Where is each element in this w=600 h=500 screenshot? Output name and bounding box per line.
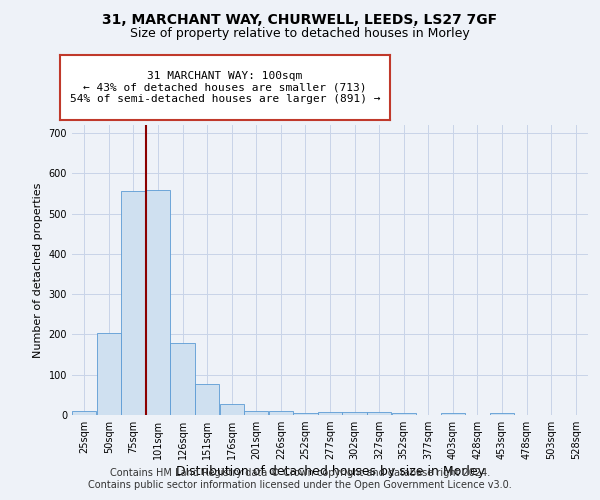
- Bar: [220, 404, 244, 415]
- Bar: [72, 411, 97, 415]
- Bar: [121, 190, 146, 415]
- Bar: [490, 413, 514, 415]
- Text: 31, MARCHANT WAY, CHURWELL, LEEDS, LS27 7GF: 31, MARCHANT WAY, CHURWELL, LEEDS, LS27 …: [103, 12, 497, 26]
- Bar: [441, 412, 465, 415]
- Bar: [392, 414, 416, 415]
- Bar: [367, 412, 391, 415]
- Bar: [343, 412, 367, 415]
- Text: Size of property relative to detached houses in Morley: Size of property relative to detached ho…: [130, 28, 470, 40]
- Bar: [244, 410, 268, 415]
- Bar: [293, 413, 317, 415]
- Text: 31 MARCHANT WAY: 100sqm
← 43% of detached houses are smaller (713)
54% of semi-d: 31 MARCHANT WAY: 100sqm ← 43% of detache…: [70, 71, 380, 104]
- Y-axis label: Number of detached properties: Number of detached properties: [33, 182, 43, 358]
- Bar: [170, 344, 195, 415]
- X-axis label: Distribution of detached houses by size in Morley: Distribution of detached houses by size …: [176, 465, 485, 478]
- Text: Contains HM Land Registry data © Crown copyright and database right 2024.
Contai: Contains HM Land Registry data © Crown c…: [88, 468, 512, 490]
- Bar: [195, 384, 219, 415]
- Bar: [269, 411, 293, 415]
- Bar: [146, 190, 170, 415]
- Bar: [318, 412, 342, 415]
- Bar: [97, 333, 121, 415]
